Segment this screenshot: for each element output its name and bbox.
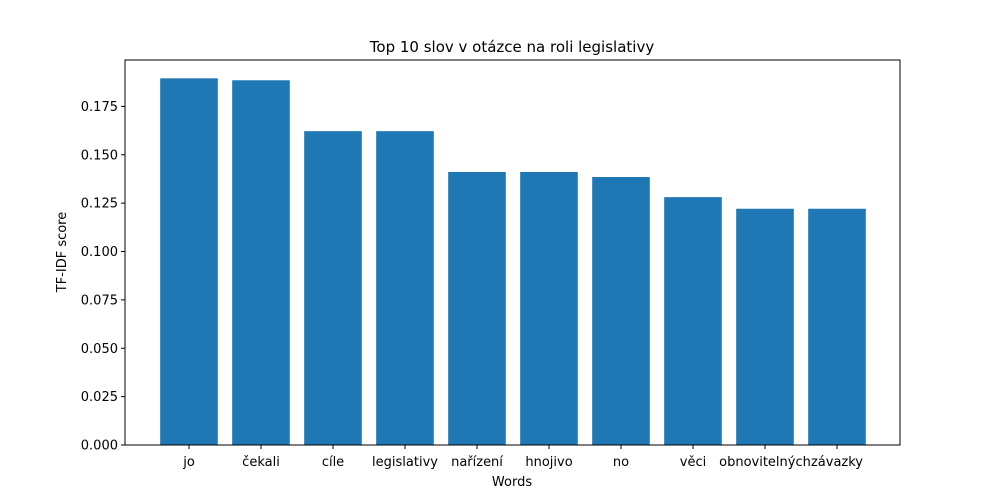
x-tick-label: hnojivo xyxy=(525,455,572,470)
y-tick-label: 0.150 xyxy=(81,148,118,163)
y-axis-ticks: 0.000 0.025 0.050 0.075 0.100 0.125 0.150 0.175 xyxy=(81,100,125,454)
y-tick-label: 0.175 xyxy=(81,100,118,115)
bar-6 xyxy=(520,171,578,446)
x-tick-label: legislativy xyxy=(372,455,438,470)
bar-3 xyxy=(304,131,362,445)
bar-9 xyxy=(736,208,794,445)
x-axis-title: Words xyxy=(492,475,532,490)
bar-10 xyxy=(808,208,866,445)
bar-5 xyxy=(448,171,506,446)
y-tick-label: 0.050 xyxy=(81,342,118,357)
bar-7 xyxy=(592,177,650,445)
bar-8 xyxy=(664,197,722,445)
bar-2 xyxy=(232,80,290,446)
x-tick-label: čekali xyxy=(242,455,280,470)
bar-1 xyxy=(160,78,218,445)
x-tick-label: jo xyxy=(182,455,195,470)
y-tick-label: 0.075 xyxy=(81,293,118,308)
x-tick-label: no xyxy=(613,455,629,470)
bar-4 xyxy=(376,131,434,445)
x-tick-label: závazky xyxy=(811,455,863,470)
y-axis-title: TF-IDF score xyxy=(55,212,70,294)
chart-title: Top 10 slov v otázce na roli legislativy xyxy=(369,38,655,56)
x-tick-label: věci xyxy=(680,455,706,470)
y-tick-label: 0.125 xyxy=(81,197,118,212)
x-tick-label: obnovitelných xyxy=(719,455,811,470)
y-tick-label: 0.025 xyxy=(81,390,118,405)
x-tick-label: nařízení xyxy=(451,455,503,470)
x-axis-ticks: jo čekali cíle legislativy nařízení hnojivo no… xyxy=(182,445,863,470)
y-tick-label: 0.000 xyxy=(81,439,118,454)
x-tick-label: cíle xyxy=(322,455,344,470)
plot-frame xyxy=(124,59,901,446)
bars xyxy=(160,78,866,446)
y-tick-label: 0.100 xyxy=(81,245,118,260)
